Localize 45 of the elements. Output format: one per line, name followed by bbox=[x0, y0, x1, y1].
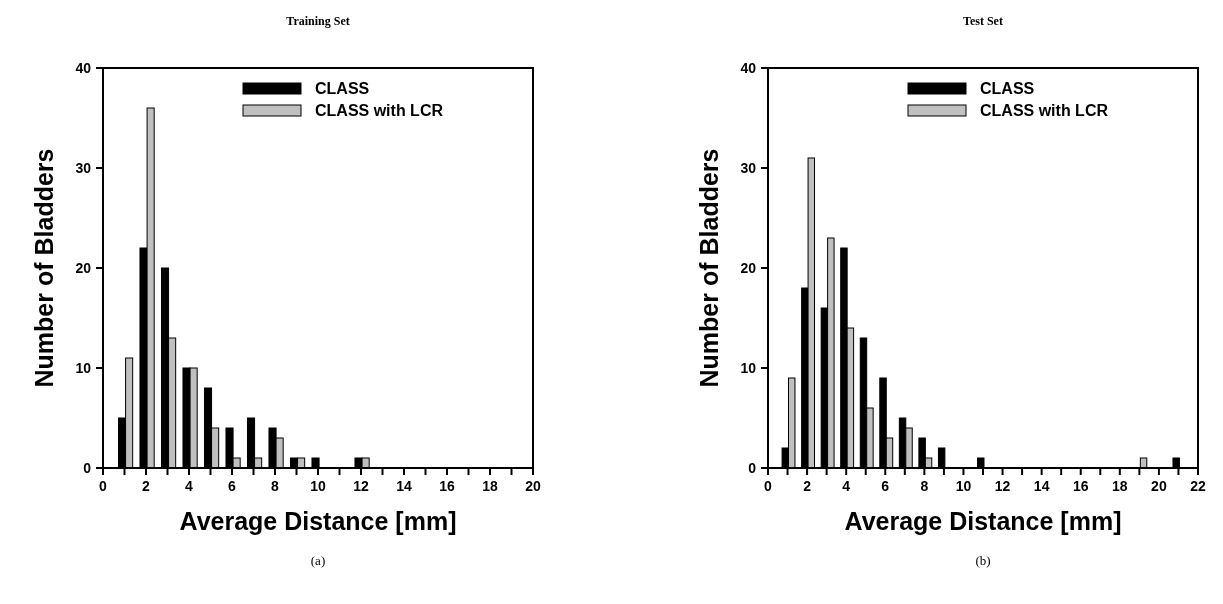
y-tick-label: 10 bbox=[740, 360, 757, 376]
y-tick-label: 0 bbox=[748, 460, 757, 476]
x-tick-label: 16 bbox=[439, 478, 455, 494]
x-tick-label: 4 bbox=[185, 478, 194, 494]
x-tick-label: 14 bbox=[1033, 478, 1050, 494]
y-axis-title: Number of Bladders bbox=[695, 148, 723, 388]
legend-label: CLASS bbox=[980, 80, 1035, 97]
x-tick-label: 2 bbox=[803, 478, 812, 494]
x-tick-label: 20 bbox=[525, 478, 541, 494]
x-tick-label: 10 bbox=[955, 478, 972, 494]
chart-title: Training Set bbox=[286, 14, 350, 28]
chart-title: Test Set bbox=[963, 14, 1003, 28]
x-tick-label: 16 bbox=[1072, 478, 1089, 494]
y-tick-label: 20 bbox=[75, 260, 92, 276]
y-tick-label: 20 bbox=[740, 260, 757, 276]
x-tick-label: 4 bbox=[842, 478, 851, 494]
x-tick-label: 18 bbox=[482, 478, 498, 494]
x-tick-label: 14 bbox=[396, 478, 412, 494]
y-tick-label: 40 bbox=[740, 60, 757, 76]
y-tick-label: 10 bbox=[75, 360, 92, 376]
x-tick-label: 0 bbox=[764, 478, 773, 494]
x-tick-label: 18 bbox=[1112, 478, 1128, 494]
x-tick-label: 8 bbox=[920, 478, 929, 494]
x-tick-label: 0 bbox=[99, 478, 108, 494]
legend-label: CLASS with LCR bbox=[315, 102, 444, 119]
y-tick-label: 0 bbox=[83, 460, 92, 476]
legend-label: CLASS with LCR bbox=[980, 102, 1109, 119]
x-tick-label: 20 bbox=[1151, 478, 1167, 494]
y-axis-title: Number of Bladders bbox=[30, 148, 58, 388]
text: (a) bbox=[310, 553, 326, 568]
text: (b) bbox=[975, 553, 991, 568]
x-axis-title: Average Distance [mm] bbox=[179, 507, 457, 535]
y-tick-label: 30 bbox=[75, 160, 92, 176]
legend-label: CLASS bbox=[315, 80, 370, 97]
x-tick-label: 10 bbox=[310, 478, 326, 494]
y-tick-label: 30 bbox=[740, 160, 757, 176]
y-tick-label: 40 bbox=[75, 60, 92, 76]
x-tick-label: 2 bbox=[142, 478, 151, 494]
x-axis-title: Average Distance [mm] bbox=[844, 507, 1122, 535]
x-tick-label: 12 bbox=[994, 478, 1011, 494]
x-tick-label: 6 bbox=[881, 478, 890, 494]
x-tick-label: 6 bbox=[228, 478, 237, 494]
x-tick-label: 22 bbox=[1190, 478, 1206, 494]
x-tick-label: 12 bbox=[353, 478, 369, 494]
x-tick-label: 8 bbox=[271, 478, 280, 494]
